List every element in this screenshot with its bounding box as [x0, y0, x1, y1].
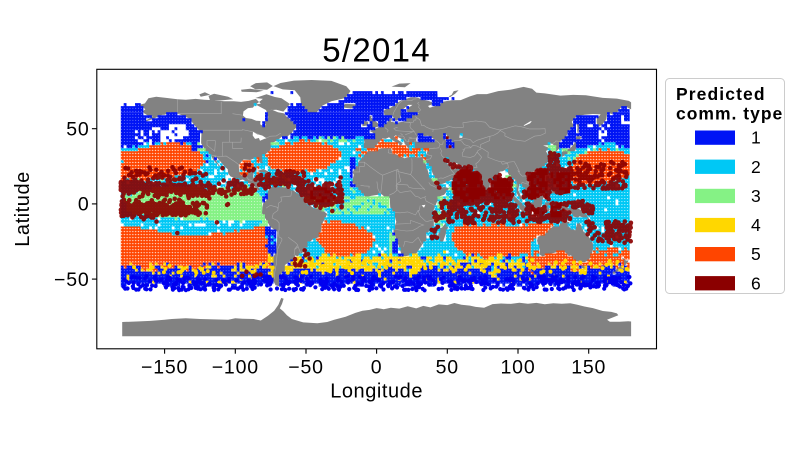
svg-text:Latitude: Latitude	[12, 171, 34, 247]
svg-text:150: 150	[571, 356, 606, 378]
svg-text:0: 0	[371, 356, 383, 378]
svg-text:−50: −50	[54, 269, 89, 291]
svg-text:0: 0	[78, 194, 90, 216]
svg-text:50: 50	[66, 119, 89, 141]
svg-text:−50: −50	[288, 356, 323, 378]
svg-text:50: 50	[436, 356, 459, 378]
svg-text:5/2014: 5/2014	[322, 32, 431, 69]
svg-text:5: 5	[751, 244, 761, 264]
svg-text:3: 3	[751, 186, 761, 206]
svg-text:6: 6	[751, 273, 761, 293]
svg-text:Predicted: Predicted	[676, 84, 766, 104]
svg-text:1: 1	[751, 128, 761, 148]
svg-text:Longitude: Longitude	[330, 381, 423, 403]
svg-text:−100: −100	[212, 356, 259, 378]
svg-text:100: 100	[501, 356, 536, 378]
svg-text:comm. type: comm. type	[676, 104, 783, 124]
svg-text:2: 2	[751, 157, 761, 177]
svg-text:4: 4	[751, 215, 761, 235]
svg-text:−150: −150	[141, 356, 188, 378]
